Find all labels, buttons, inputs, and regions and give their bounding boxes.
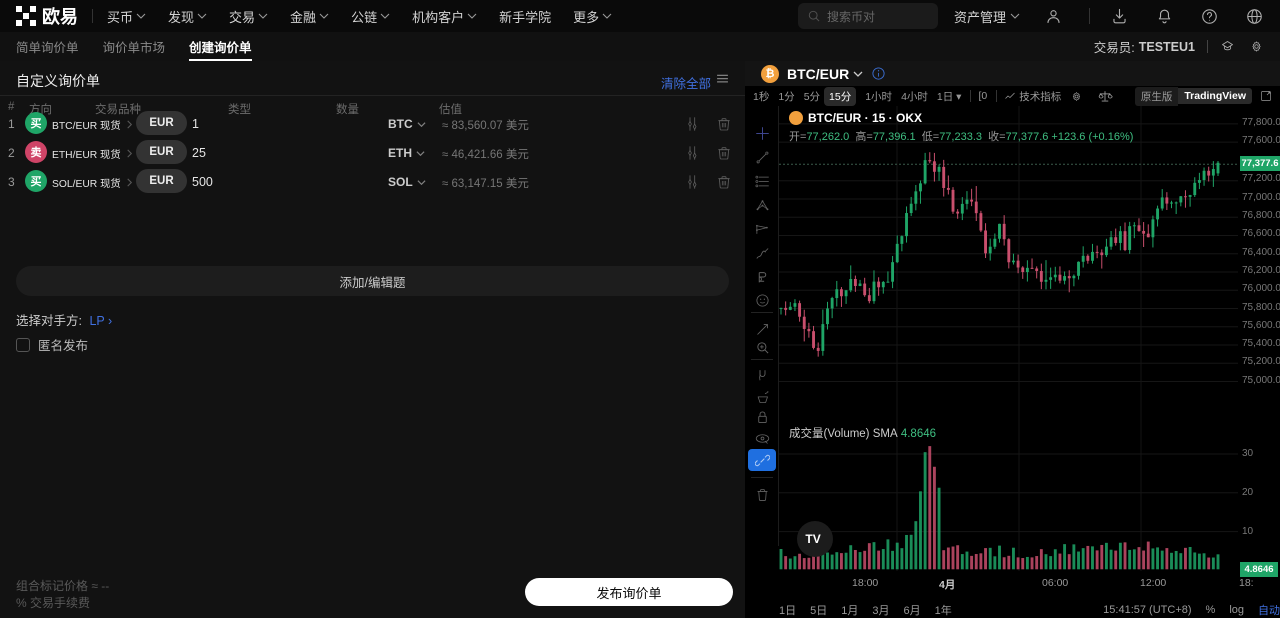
svg-text:TV: TV xyxy=(805,532,820,546)
